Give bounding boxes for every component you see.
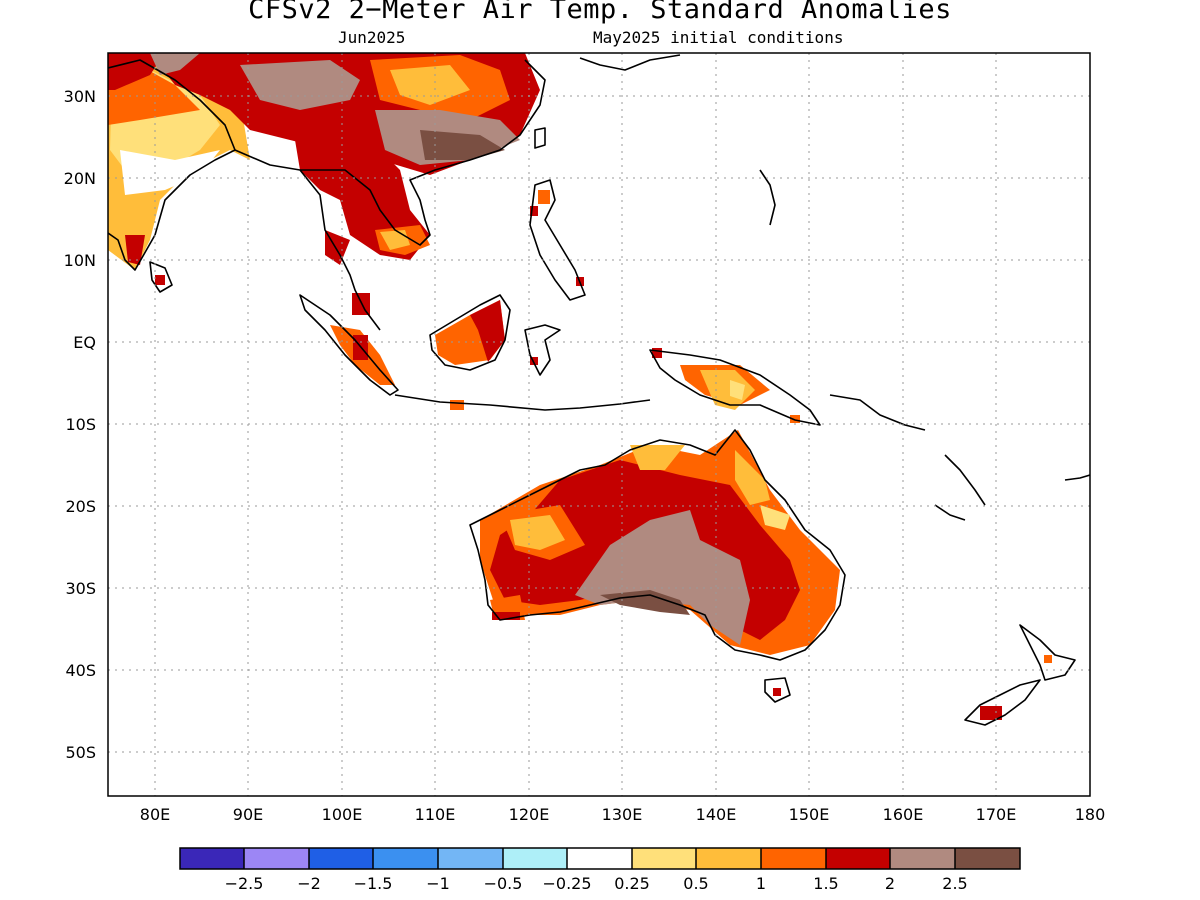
colorbar-label: 0.5 (683, 874, 708, 893)
colorbar-label: 1 (756, 874, 766, 893)
colorbar-swatch (955, 848, 1020, 869)
lon-label: 130E (602, 805, 643, 824)
lat-label: 20N (64, 169, 96, 188)
colorbar-swatch (632, 848, 696, 869)
lon-label: 90E (233, 805, 263, 824)
lon-label: 120E (509, 805, 550, 824)
colorbar-label: −2.5 (225, 874, 264, 893)
lat-label: 10S (65, 415, 96, 434)
lon-label: 110E (415, 805, 456, 824)
lon-label: 150E (789, 805, 830, 824)
colorbar-label: 0.25 (614, 874, 650, 893)
latitude-labels: 30N 20N 10N EQ 10S 20S 30S 40S 50S (64, 87, 96, 762)
colorbar-swatch (826, 848, 890, 869)
colorbar-swatch (890, 848, 955, 869)
lat-label: 50S (65, 743, 96, 762)
colorbar: −2.5 −2 −1.5 −1 −0.5 −0.25 0.25 0.5 1 1.… (179, 847, 1021, 893)
colorbar-label: −1.5 (354, 874, 393, 893)
lat-label: 30N (64, 87, 96, 106)
lon-label: 170E (976, 805, 1017, 824)
map-frame (107, 52, 1091, 797)
coastlines (108, 54, 1090, 726)
lon-label: 140E (696, 805, 737, 824)
chart-title: CFSv2 2−Meter Air Temp. Standard Anomali… (248, 0, 952, 25)
colorbar-swatch (309, 848, 373, 869)
lat-label: 40S (65, 661, 96, 680)
anomaly-shading (108, 53, 1052, 720)
colorbar-swatch (373, 848, 438, 869)
colorbar-swatch (761, 848, 826, 869)
lon-label: 160E (883, 805, 924, 824)
map-content (108, 53, 1090, 726)
colorbar-swatch (244, 848, 309, 869)
colorbar-label: 1.5 (813, 874, 838, 893)
colorbar-label: −1 (426, 874, 450, 893)
colorbar-swatch (696, 848, 761, 869)
graticule (108, 53, 1090, 796)
longitude-labels: 80E 90E 100E 110E 120E 130E 140E 150E 16… (140, 805, 1106, 824)
colorbar-swatch (567, 848, 632, 869)
lat-label: 10N (64, 251, 96, 270)
lon-label: 180 (1075, 805, 1106, 824)
colorbar-label: −0.25 (542, 874, 591, 893)
lat-label: EQ (73, 333, 96, 352)
initial-conditions: May2025 initial conditions (593, 28, 844, 47)
colorbar-label: −2 (297, 874, 321, 893)
lon-label: 100E (322, 805, 363, 824)
colorbar-swatch (503, 848, 567, 869)
colorbar-swatch (180, 848, 244, 869)
forecast-month: Jun2025 (338, 28, 406, 47)
colorbar-label: 2 (885, 874, 895, 893)
lat-label: 30S (65, 579, 96, 598)
lat-label: 20S (65, 497, 96, 516)
lon-label: 80E (140, 805, 170, 824)
colorbar-swatch (438, 848, 503, 869)
colorbar-label: 2.5 (942, 874, 967, 893)
colorbar-label: −0.5 (484, 874, 523, 893)
